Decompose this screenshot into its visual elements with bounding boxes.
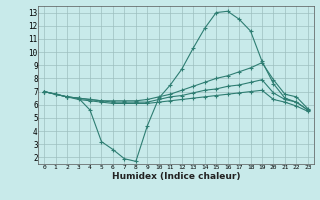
X-axis label: Humidex (Indice chaleur): Humidex (Indice chaleur) xyxy=(112,172,240,181)
